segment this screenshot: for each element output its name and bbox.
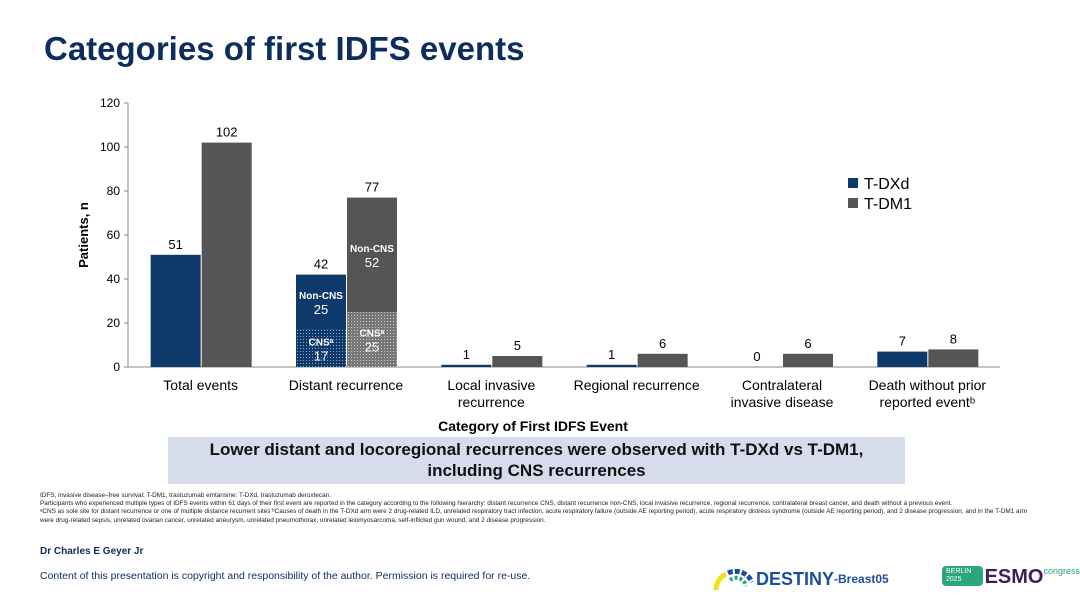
bar <box>492 356 543 367</box>
y-tick-label: 80 <box>107 184 121 198</box>
page-title: Categories of first IDFS events <box>44 30 525 67</box>
logo-subtext: -Breast05 <box>834 572 889 586</box>
data-label: 77 <box>365 180 379 195</box>
key-message-banner: Lower distant and locoregional recurrenc… <box>168 437 905 484</box>
x-tick-label: Distant recurrence <box>289 377 404 393</box>
legend-label: T-DM1 <box>864 196 912 213</box>
legend-swatch <box>848 178 858 188</box>
footnote: Participants who experienced multiple ty… <box>40 500 953 508</box>
segment-label: CNSᵃ <box>309 337 334 348</box>
bar <box>637 353 688 367</box>
legend-swatch <box>848 198 858 208</box>
segment-label: Non-CNS <box>350 244 394 255</box>
bar-segment <box>347 312 397 367</box>
bar-segment <box>296 329 346 367</box>
data-label: 6 <box>804 336 811 351</box>
data-label: 0 <box>753 349 760 364</box>
data-label: 7 <box>899 334 906 349</box>
y-tick-label: 0 <box>113 360 120 374</box>
esmo-congress-logo: BERLIN 2025 ESMO congress <box>942 566 1080 589</box>
bar <box>783 353 833 367</box>
x-tick-label: Local invasive <box>447 377 535 393</box>
esmo-city: BERLIN 2025 <box>942 566 983 586</box>
bar-segment <box>347 197 397 312</box>
banner-line-1: Lower distant and locoregional recurrenc… <box>209 440 864 459</box>
author: Dr Charles E Geyer Jr <box>40 546 144 557</box>
x-tick-label: Regional recurrence <box>574 377 700 393</box>
bar <box>586 364 637 367</box>
bar-segment <box>296 274 346 330</box>
trial-logo-icon <box>713 568 755 591</box>
copyright-notice: Content of this presentation is copyrigh… <box>40 570 531 582</box>
segment-label: Non-CNS <box>299 291 343 302</box>
x-axis-label: Category of First IDFS Event <box>438 418 628 434</box>
esmo-text: ESMO <box>984 566 1044 588</box>
destiny-breast05-logo: DESTINY -Breast05 <box>712 566 889 592</box>
footnotes: IDFS, invasive disease–free survival; T-… <box>40 492 1040 525</box>
footnote: IDFS, invasive disease–free survival; T-… <box>40 492 332 499</box>
x-tick-label: Total events <box>163 377 238 393</box>
x-tick-label: invasive disease <box>731 394 834 410</box>
data-label: 1 <box>463 347 470 362</box>
bar <box>150 254 201 367</box>
y-tick-label: 100 <box>100 140 120 154</box>
data-label: 1 <box>608 347 615 362</box>
logo-text: DESTINY <box>756 568 835 589</box>
data-label: 5 <box>514 338 521 353</box>
x-tick-label: Death without prior <box>869 377 987 393</box>
segment-label: CNSᵃ <box>360 329 385 340</box>
banner-line-2: including CNS recurrences <box>427 461 646 480</box>
segment-value: 25 <box>365 340 379 355</box>
bar <box>928 349 979 367</box>
x-tick-label: recurrence <box>458 394 525 410</box>
data-label: 8 <box>950 331 957 346</box>
bar <box>201 142 252 367</box>
data-label: 6 <box>659 336 666 351</box>
y-tick-label: 20 <box>107 316 121 330</box>
segment-value: 25 <box>314 302 328 317</box>
y-axis-label: Patients, n <box>76 202 91 268</box>
x-tick-label: reported eventᵇ <box>880 394 976 410</box>
footnote: ᵃCNS as sole site for distant recurrence… <box>40 508 1028 524</box>
legend-label: T-DXd <box>864 176 909 193</box>
x-tick-label: Contralateral <box>742 377 822 393</box>
data-label: 102 <box>216 125 238 140</box>
y-tick-label: 60 <box>107 228 121 242</box>
segment-value: 52 <box>365 255 379 270</box>
segment-value: 17 <box>314 348 328 363</box>
data-label: 51 <box>168 237 182 252</box>
bar <box>441 364 492 367</box>
y-tick-label: 40 <box>107 272 121 286</box>
data-label: 42 <box>314 257 328 272</box>
bar <box>877 351 928 367</box>
esmo-congress-text: congress <box>1043 566 1080 576</box>
y-tick-label: 120 <box>100 96 120 110</box>
